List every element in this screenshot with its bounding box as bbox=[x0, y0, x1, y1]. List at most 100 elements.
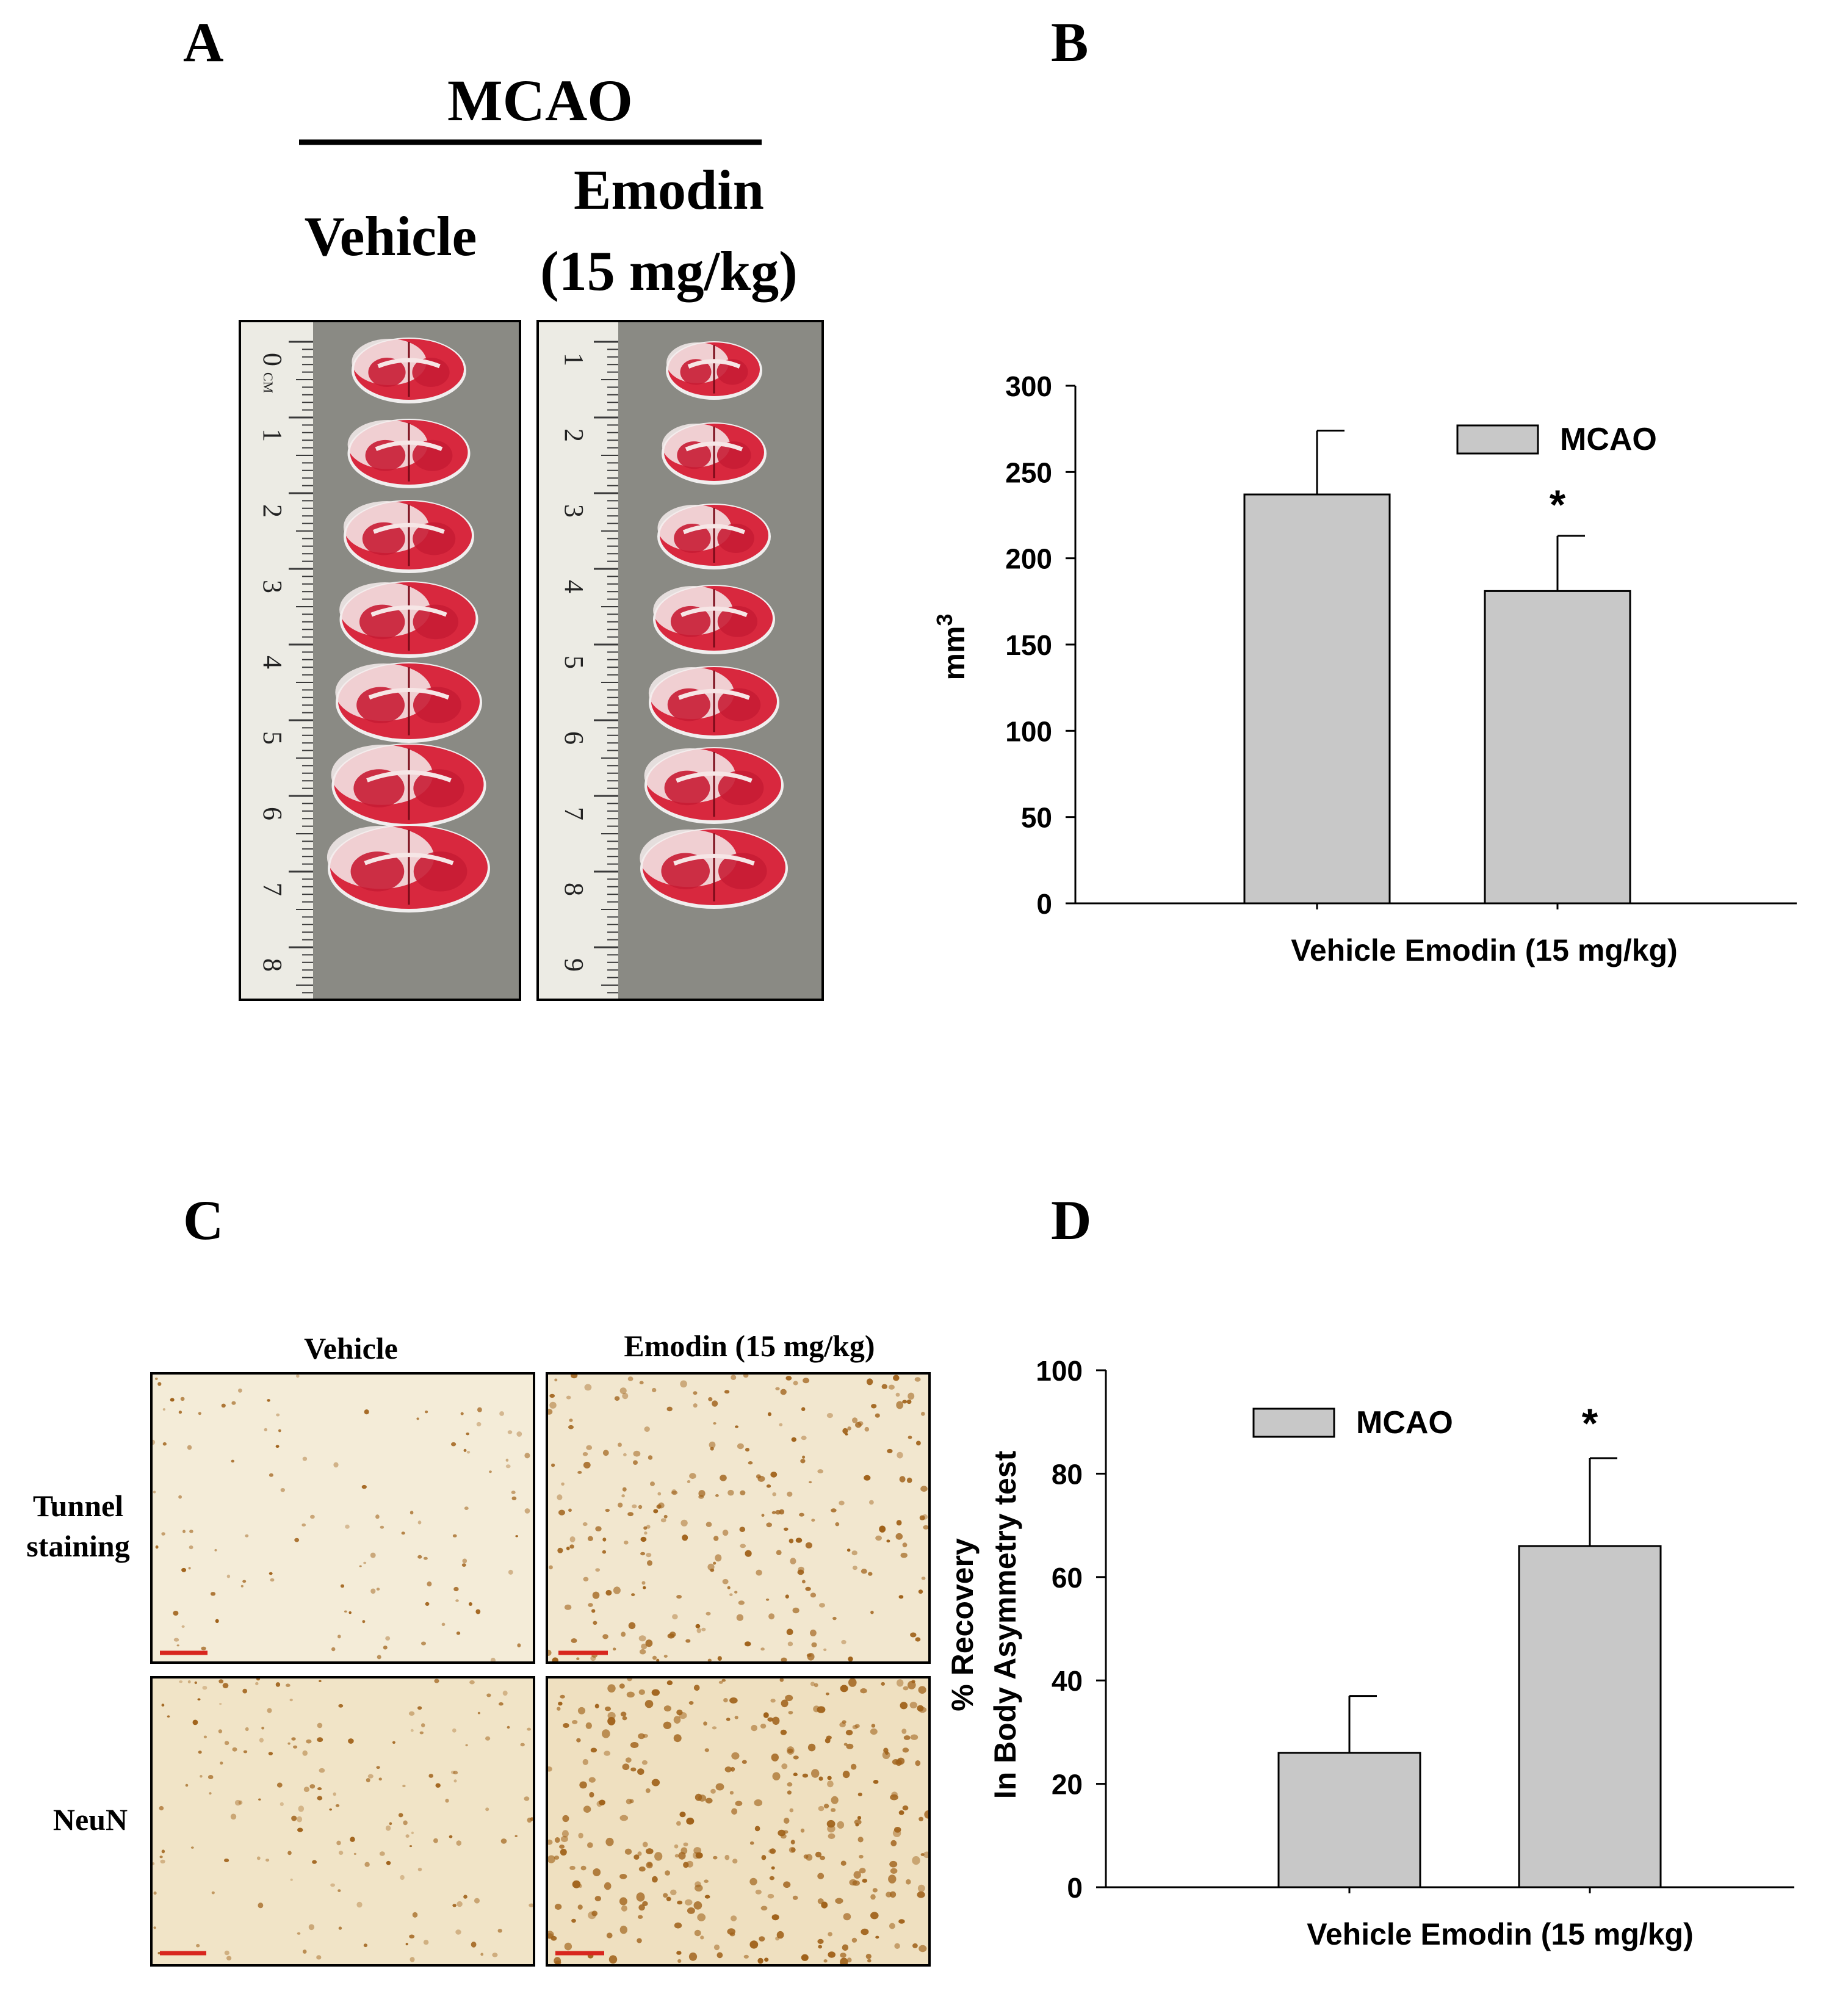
brain-slice bbox=[640, 828, 788, 909]
stained-cell bbox=[846, 1548, 851, 1552]
stained-cell bbox=[818, 1776, 823, 1781]
stained-cell bbox=[607, 1711, 616, 1719]
stained-cell bbox=[802, 1773, 809, 1778]
stained-cell bbox=[790, 1558, 796, 1565]
stained-cell bbox=[456, 1631, 461, 1635]
brain-slice bbox=[335, 662, 482, 743]
stained-cell bbox=[827, 1776, 832, 1780]
stained-cell bbox=[614, 1396, 620, 1401]
panel-c-letter: C bbox=[183, 1189, 223, 1251]
stained-cell bbox=[869, 1500, 874, 1505]
stained-cell bbox=[604, 1882, 612, 1890]
ruler bbox=[241, 322, 313, 999]
stained-cell bbox=[852, 1566, 857, 1570]
ruler-digit: 5 bbox=[258, 731, 287, 745]
stained-cell bbox=[645, 1639, 653, 1647]
brain-slice bbox=[339, 581, 478, 658]
stained-cell bbox=[819, 1603, 825, 1608]
stained-cell bbox=[507, 1430, 513, 1434]
legend-swatch bbox=[1252, 1407, 1335, 1438]
stained-cell bbox=[364, 1862, 370, 1867]
stained-cell bbox=[198, 1412, 201, 1415]
stained-cell bbox=[853, 1871, 861, 1879]
stained-cell bbox=[182, 1530, 186, 1533]
stained-cell bbox=[577, 1904, 583, 1910]
stained-cell bbox=[695, 1852, 703, 1859]
stained-cell bbox=[602, 1729, 610, 1738]
stained-cell bbox=[428, 1774, 433, 1778]
stained-cell bbox=[763, 1712, 769, 1718]
stained-cell bbox=[751, 1724, 757, 1732]
stained-cell bbox=[754, 1799, 763, 1807]
stained-cell bbox=[302, 1750, 308, 1756]
stained-cell bbox=[421, 1641, 426, 1646]
stained-cell bbox=[576, 1738, 581, 1743]
stained-cell bbox=[712, 1400, 718, 1407]
stained-cell bbox=[663, 1514, 668, 1519]
stained-cell bbox=[811, 1642, 817, 1647]
stained-cell bbox=[802, 1455, 806, 1459]
y-tick-label: 20 bbox=[1052, 1769, 1083, 1801]
stained-cell bbox=[766, 1484, 771, 1488]
stained-cell bbox=[900, 1552, 908, 1558]
stained-cell bbox=[230, 1813, 237, 1820]
ruler-digit: 2 bbox=[559, 428, 589, 442]
stained-cell bbox=[706, 1522, 712, 1527]
stained-cell bbox=[748, 1461, 753, 1465]
stained-cell bbox=[857, 1793, 862, 1796]
stained-cell bbox=[489, 1470, 492, 1473]
stained-cell bbox=[810, 1682, 815, 1686]
stained-cell bbox=[651, 1779, 660, 1787]
stained-cell bbox=[441, 1622, 446, 1626]
stained-cell bbox=[855, 1422, 862, 1428]
stained-cell bbox=[462, 1558, 467, 1564]
stained-cell bbox=[410, 1729, 414, 1732]
stained-cell bbox=[721, 1678, 726, 1682]
brain-slice bbox=[327, 825, 490, 912]
stained-cell bbox=[639, 1381, 644, 1385]
stained-cell bbox=[577, 1470, 582, 1474]
y-tick-label: 100 bbox=[1036, 1355, 1083, 1387]
hemisphere bbox=[412, 439, 453, 471]
stained-cell bbox=[679, 1812, 686, 1818]
ruler-digit: 1 bbox=[258, 428, 287, 442]
ruler-unit: CM bbox=[261, 372, 276, 393]
stained-cell bbox=[729, 1593, 733, 1596]
stained-cell bbox=[781, 1657, 787, 1661]
stained-cells bbox=[153, 1678, 533, 1962]
stained-cell bbox=[641, 1760, 648, 1765]
stained-cell bbox=[671, 1491, 678, 1495]
stained-cell bbox=[242, 1688, 248, 1694]
stained-cell bbox=[602, 1634, 608, 1639]
corpus-callosum bbox=[687, 359, 741, 369]
stained-cell bbox=[743, 1375, 749, 1378]
micrograph-emodin-label: Emodin (15 mg/kg) bbox=[624, 1329, 875, 1363]
stained-cell bbox=[200, 1775, 203, 1778]
stained-cell bbox=[571, 1375, 578, 1379]
vehicle-column-label: Vehicle bbox=[305, 205, 477, 267]
stained-cell bbox=[192, 1719, 198, 1725]
stained-cell bbox=[604, 1706, 612, 1711]
stained-cell bbox=[897, 1757, 905, 1765]
stained-cell bbox=[622, 1716, 627, 1721]
stained-cell bbox=[845, 1730, 853, 1736]
stained-cell bbox=[293, 1745, 298, 1749]
stained-cell bbox=[698, 1794, 707, 1802]
stained-cell bbox=[408, 1711, 415, 1716]
stained-cell bbox=[638, 1904, 645, 1911]
stained-cell bbox=[793, 1772, 798, 1777]
stained-cell bbox=[749, 1877, 757, 1885]
legend-label: MCAO bbox=[1560, 422, 1657, 457]
stained-cell bbox=[870, 1610, 874, 1614]
stained-cell bbox=[173, 1611, 179, 1616]
stained-cell bbox=[654, 1852, 663, 1861]
stained-cell bbox=[873, 1780, 879, 1784]
stained-cell bbox=[893, 1375, 900, 1381]
stained-cell bbox=[710, 1788, 716, 1794]
stained-cell bbox=[848, 1678, 857, 1687]
stained-cell bbox=[550, 1935, 557, 1941]
stained-cell bbox=[817, 1898, 824, 1904]
stained-cell bbox=[557, 1707, 561, 1711]
stained-cell bbox=[604, 1751, 611, 1756]
hemisphere bbox=[368, 358, 406, 387]
